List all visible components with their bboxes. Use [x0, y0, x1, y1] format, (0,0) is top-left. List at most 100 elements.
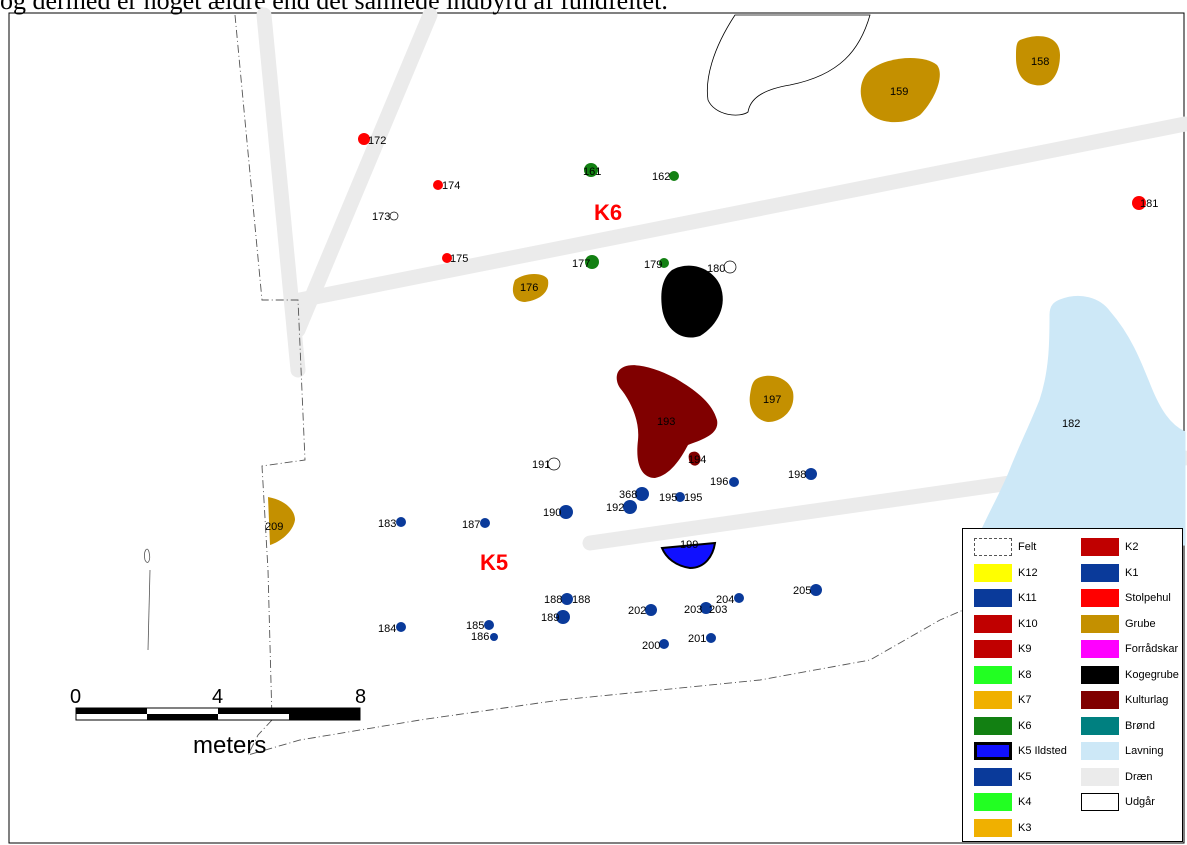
- legend-swatch: [1081, 614, 1119, 633]
- legend-item: Brønd: [1081, 716, 1155, 735]
- pit-158: [1016, 36, 1060, 86]
- postholes-udgaar: [389, 211, 737, 471]
- legend-swatch: [1081, 691, 1119, 709]
- legend-label: K1: [1125, 566, 1139, 579]
- scale-seg-2: [147, 714, 218, 720]
- small-line: [147, 569, 151, 651]
- label-161: 161: [583, 166, 601, 178]
- legend-label: K11: [1018, 592, 1037, 604]
- pit-209: [268, 497, 295, 545]
- legend-label: Dræn: [1125, 770, 1153, 783]
- label-368: 368: [619, 489, 637, 501]
- posthole-205: [810, 584, 822, 596]
- label-173: 173: [372, 211, 390, 223]
- legend-swatch: [1081, 742, 1119, 760]
- legend-item: K2: [1081, 538, 1138, 556]
- legend-item: K4: [974, 793, 1031, 811]
- posthole-180: [723, 260, 737, 274]
- legend-label: K6: [1018, 719, 1032, 732]
- legend-label: K8: [1018, 668, 1032, 681]
- posthole-162: [669, 171, 679, 181]
- legend-swatch: [974, 818, 1012, 837]
- posthole-174: [433, 180, 443, 190]
- legend-label: Udgår: [1125, 796, 1155, 808]
- label-187: 187: [462, 519, 480, 531]
- legend-label: K3: [1018, 821, 1032, 834]
- label-158: 158: [1031, 56, 1049, 68]
- label-192: 192: [606, 502, 624, 514]
- label-195b: 195: [684, 492, 702, 504]
- legend-label: Felt: [1018, 541, 1037, 553]
- legend-swatch: [974, 742, 1012, 760]
- label-190: 190: [543, 507, 561, 519]
- legend-label: Stolpehul: [1125, 592, 1171, 604]
- scale-seg-3: [218, 708, 289, 714]
- legend-label: K5 Ildsted: [1018, 745, 1067, 757]
- label-188a: 188: [544, 594, 562, 606]
- posthole-172: [358, 133, 370, 145]
- legend-label: K2: [1125, 541, 1139, 553]
- legend-swatch: [974, 691, 1012, 709]
- postholes-red: [358, 133, 1146, 263]
- label-182: 182: [1062, 418, 1080, 430]
- legend-label: Forrådskar: [1125, 643, 1179, 655]
- map-frame: [8, 12, 1185, 844]
- legend-swatch: [974, 665, 1012, 684]
- legend-item: Kulturlag: [1081, 691, 1168, 709]
- legend-item: Felt: [974, 538, 1036, 556]
- udgaar-area: [707, 14, 871, 116]
- label-176: 176: [520, 282, 538, 294]
- label-189: 189: [541, 612, 559, 624]
- posthole-187: [480, 518, 490, 528]
- posthole-177: [585, 255, 599, 269]
- legend-item: K5: [974, 767, 1032, 786]
- label-204: 204: [716, 594, 734, 606]
- culture-layer-194: [688, 451, 701, 466]
- posthole-188: [561, 593, 573, 605]
- posthole-183: [396, 517, 406, 527]
- legend-label: K9: [1018, 643, 1032, 655]
- legend-swatch: [974, 716, 1012, 735]
- posthole-191: [547, 457, 561, 471]
- legend-label: K7: [1018, 694, 1032, 706]
- label-184: 184: [378, 623, 396, 635]
- scale-seg-4: [289, 714, 360, 720]
- legend-item: Udgår: [1081, 793, 1155, 811]
- legend-item: Dræn: [1081, 767, 1153, 786]
- legend-item: K9: [974, 640, 1031, 658]
- legend-label: K12: [1018, 566, 1038, 579]
- phase-label-k5: K5: [480, 550, 508, 575]
- legend-label: Kulturlag: [1125, 694, 1169, 706]
- posthole-368: [635, 487, 649, 501]
- posthole-195: [675, 492, 685, 502]
- label-198: 198: [788, 469, 806, 481]
- label-201: 201: [688, 633, 706, 645]
- posthole-184: [396, 622, 406, 632]
- posthole-204: [734, 593, 744, 603]
- legend-swatch: [974, 538, 1012, 556]
- posthole-190: [559, 505, 573, 519]
- legend-swatch: [974, 793, 1012, 811]
- legend: Felt K12 K11 K10 K9 K8 K7 K6 K5 Ildsted K5 K4 K3 K2…: [962, 528, 1183, 842]
- small-contour: [144, 548, 151, 563]
- pit-197: [749, 375, 794, 422]
- legend-item: K1: [1081, 563, 1139, 582]
- posthole-161: [584, 163, 598, 177]
- scale-tick-8: 8: [355, 686, 366, 708]
- label-209: 209: [265, 521, 283, 533]
- phase-label-k6: K6: [594, 200, 622, 225]
- legend-item: K8: [974, 665, 1032, 684]
- legend-item: K3: [974, 818, 1032, 837]
- label-175: 175: [450, 253, 468, 265]
- drains: [256, 7, 1187, 551]
- legend-swatch: [1081, 563, 1119, 582]
- legend-item: Forrådskar: [1081, 640, 1178, 658]
- legend-label: K5: [1018, 770, 1032, 783]
- legend-item: Kogegrube: [1081, 665, 1179, 684]
- legend-item: Grube: [1081, 614, 1156, 633]
- pit-159: [860, 58, 940, 123]
- pits: [268, 36, 1060, 545]
- postholes-k6: [584, 163, 679, 269]
- label-197: 197: [763, 394, 781, 406]
- cooking-pit: [661, 265, 723, 338]
